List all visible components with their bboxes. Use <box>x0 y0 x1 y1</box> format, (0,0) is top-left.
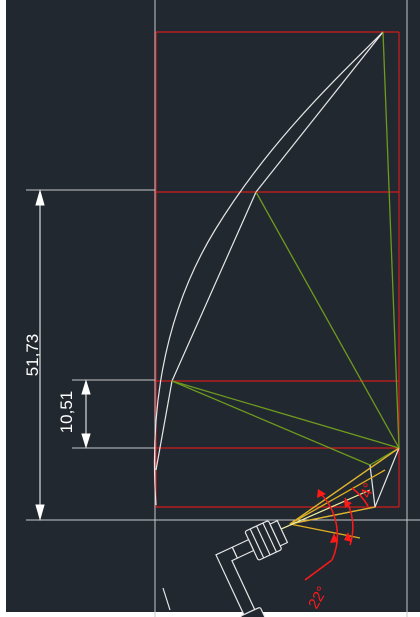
offset-height-label: 10,51 <box>57 391 76 434</box>
overall-height-label: 51,73 <box>23 334 42 377</box>
outer-arc <box>153 31 384 506</box>
linkage-low-2 <box>171 380 371 466</box>
fixture-fin-3 <box>262 522 277 553</box>
overall-height-dimension <box>35 189 45 521</box>
overall-arrow-top <box>35 189 45 206</box>
linkage-top <box>382 31 400 449</box>
upper-angle-arc <box>351 487 369 507</box>
linkage-mid <box>255 191 400 449</box>
left-page-margin <box>0 0 6 617</box>
angle-arrowheads <box>317 489 352 543</box>
arrow-3 <box>344 500 352 508</box>
bottom-page-margin <box>0 612 420 617</box>
offset-arrow-bottom <box>81 433 91 449</box>
beam-mid <box>289 506 376 525</box>
fixture-clamp <box>240 607 266 617</box>
fixture-lens <box>269 519 289 547</box>
arrow-4 <box>344 532 352 542</box>
pivot-inner-line <box>369 464 376 508</box>
chord-lower <box>155 380 173 471</box>
beam-upper <box>289 469 386 525</box>
arrow-2 <box>330 533 338 543</box>
arrow-1 <box>317 489 326 498</box>
offset-height-dimension <box>81 379 91 449</box>
arc-construction <box>153 31 384 506</box>
red-guide-grid <box>155 31 400 508</box>
overall-arrow-bottom <box>35 504 45 521</box>
fixture-fin-2 <box>256 525 271 556</box>
upper-angle-label: 4° <box>357 481 378 500</box>
spotlight-fixture-icon <box>215 519 289 617</box>
linkage-low <box>171 380 400 449</box>
chord-upper <box>255 31 384 193</box>
fixture-fin-1 <box>249 528 265 559</box>
bottom-fragment-line <box>162 587 171 611</box>
lower-angle-arc <box>319 492 339 561</box>
chord-middle <box>171 191 257 382</box>
angle-leader <box>304 559 333 581</box>
offset-arrow-top <box>81 379 91 395</box>
beam-top <box>289 447 400 525</box>
